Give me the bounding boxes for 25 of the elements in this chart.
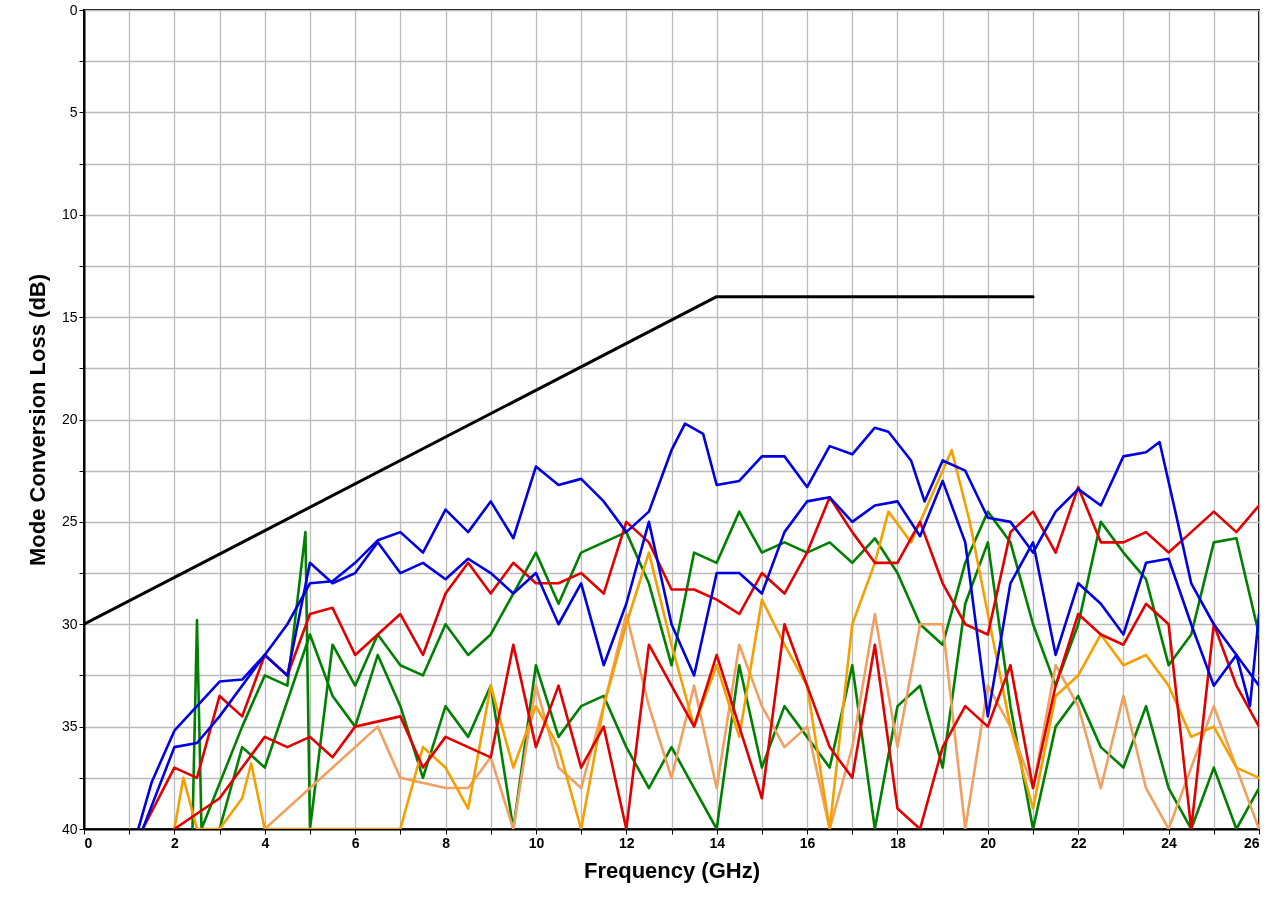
x-tick-label: 12 xyxy=(619,834,635,851)
x-tick-label: 4 xyxy=(261,834,270,851)
y-axis-title: Mode Conversion Loss (dB) xyxy=(24,273,50,567)
x-tick-label: 16 xyxy=(799,834,816,851)
y-tick-label: 5 xyxy=(69,103,78,120)
x-tick-label: 8 xyxy=(442,834,451,851)
y-tick-label: 40 xyxy=(61,820,78,837)
x-tick-label: 18 xyxy=(890,834,906,851)
y-tick-label: 10 xyxy=(61,206,78,223)
x-tick-label: 24 xyxy=(1161,834,1178,851)
y-tick-label: 35 xyxy=(61,718,78,735)
x-tick-label: 6 xyxy=(351,834,360,851)
x-tick-label: 22 xyxy=(1070,834,1087,851)
y-tick-label: 0 xyxy=(69,1,78,18)
y-tick-label: 25 xyxy=(61,513,78,530)
x-axis-title: Frequency (GHz) xyxy=(583,857,761,883)
x-tick-label: 2 xyxy=(170,834,179,851)
y-tick-label: 20 xyxy=(61,411,78,427)
x-tick-label: 0 xyxy=(84,834,93,851)
x-tick-label: 14 xyxy=(709,834,726,851)
y-tick-label: 15 xyxy=(61,308,78,325)
x-tick-label: 26 xyxy=(1243,834,1260,851)
x-tick-label: 20 xyxy=(980,834,997,851)
y-tick-label: 30 xyxy=(61,615,78,632)
x-tick-label: 10 xyxy=(528,834,545,851)
